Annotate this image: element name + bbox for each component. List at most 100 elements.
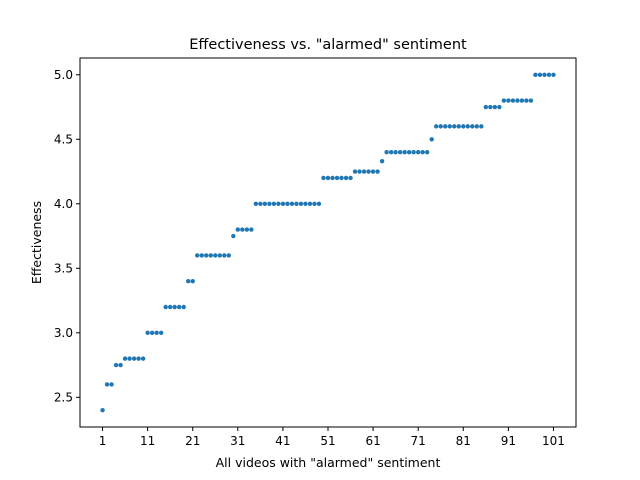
data-point bbox=[321, 175, 326, 181]
data-point bbox=[145, 330, 150, 336]
data-point bbox=[298, 201, 304, 206]
data-point bbox=[136, 356, 141, 361]
data-point bbox=[109, 382, 114, 387]
data-point bbox=[104, 382, 110, 387]
data-point bbox=[163, 304, 168, 310]
data-point bbox=[456, 124, 461, 129]
data-point bbox=[222, 253, 227, 258]
data-point bbox=[443, 124, 448, 129]
data-point bbox=[474, 124, 479, 129]
data-point bbox=[334, 175, 340, 181]
data-point bbox=[438, 124, 443, 129]
data-point bbox=[402, 149, 407, 155]
data-point bbox=[411, 149, 416, 155]
data-point bbox=[267, 201, 272, 206]
data-point bbox=[379, 159, 385, 164]
data-point bbox=[551, 72, 556, 77]
data-point bbox=[470, 124, 475, 129]
data-point bbox=[244, 227, 250, 232]
data-point bbox=[506, 98, 511, 103]
data-point bbox=[312, 201, 317, 206]
data-points bbox=[100, 72, 556, 413]
x-tick-label: 61 bbox=[365, 434, 380, 448]
data-point bbox=[510, 98, 516, 103]
data-point bbox=[361, 169, 367, 174]
data-point bbox=[343, 175, 349, 181]
data-point bbox=[447, 124, 452, 129]
x-tick-label: 81 bbox=[456, 434, 471, 448]
x-axis-ticks: 1 11 21 31 41 51 61 71 81 91 101 bbox=[99, 427, 565, 448]
data-point bbox=[528, 98, 534, 103]
data-point bbox=[240, 227, 245, 232]
x-tick-label: 31 bbox=[230, 434, 245, 448]
data-point bbox=[497, 104, 502, 110]
data-point bbox=[420, 149, 425, 155]
data-point bbox=[199, 253, 204, 258]
data-point bbox=[537, 72, 543, 77]
data-point bbox=[127, 356, 132, 361]
data-point bbox=[533, 72, 538, 77]
data-point bbox=[122, 356, 128, 361]
data-point bbox=[280, 201, 286, 206]
data-point bbox=[465, 124, 470, 129]
y-axis-ticks: 2.5 3.0 3.5 4.0 4.5 5.0 bbox=[54, 68, 80, 404]
data-point bbox=[249, 227, 254, 232]
y-axis-label: Effectiveness bbox=[29, 201, 44, 284]
data-point bbox=[118, 362, 123, 368]
data-point bbox=[461, 124, 466, 129]
y-tick-label: 4.0 bbox=[54, 197, 73, 211]
data-point bbox=[190, 279, 195, 284]
x-tick-label: 21 bbox=[185, 434, 200, 448]
y-tick-label: 5.0 bbox=[54, 68, 73, 82]
data-point bbox=[271, 201, 277, 206]
data-point bbox=[325, 175, 331, 181]
y-tick-label: 3.5 bbox=[54, 261, 73, 275]
data-point bbox=[204, 253, 209, 258]
data-point bbox=[384, 149, 389, 155]
x-tick-label: 51 bbox=[320, 434, 335, 448]
data-point bbox=[158, 330, 164, 336]
data-point bbox=[388, 149, 394, 155]
data-point bbox=[397, 149, 403, 155]
data-point bbox=[492, 104, 498, 110]
data-point bbox=[375, 169, 380, 174]
x-tick-label: 1 bbox=[99, 434, 107, 448]
data-point bbox=[100, 408, 105, 413]
data-point bbox=[316, 201, 322, 206]
y-tick-label: 2.5 bbox=[54, 390, 73, 404]
data-point bbox=[339, 175, 344, 181]
data-point bbox=[406, 149, 412, 155]
data-point bbox=[542, 72, 547, 77]
data-point bbox=[285, 201, 290, 206]
data-point bbox=[276, 201, 281, 206]
data-point bbox=[488, 104, 493, 110]
plot-frame bbox=[79, 57, 577, 428]
x-tick-label: 71 bbox=[411, 434, 426, 448]
data-point bbox=[140, 356, 146, 361]
x-tick-label: 11 bbox=[140, 434, 155, 448]
data-point bbox=[167, 304, 173, 310]
data-point bbox=[415, 149, 421, 155]
data-point bbox=[113, 362, 119, 368]
data-point bbox=[253, 201, 259, 206]
data-point bbox=[393, 149, 398, 155]
data-point bbox=[181, 304, 186, 310]
data-point bbox=[149, 330, 155, 336]
data-point bbox=[177, 304, 182, 310]
data-point bbox=[519, 98, 525, 103]
data-point bbox=[352, 169, 358, 174]
data-point bbox=[429, 137, 434, 142]
data-point bbox=[258, 201, 263, 206]
data-point bbox=[425, 149, 430, 155]
x-axis-label: All videos with "alarmed" sentiment bbox=[216, 455, 441, 470]
data-point bbox=[213, 253, 218, 258]
data-point bbox=[235, 227, 241, 232]
data-point bbox=[366, 169, 371, 174]
x-tick-label: 41 bbox=[275, 434, 290, 448]
data-point bbox=[483, 104, 489, 110]
data-point bbox=[294, 201, 299, 206]
data-point bbox=[524, 98, 529, 103]
data-point bbox=[348, 175, 353, 181]
data-point bbox=[434, 124, 439, 129]
y-tick-label: 4.5 bbox=[54, 132, 73, 146]
